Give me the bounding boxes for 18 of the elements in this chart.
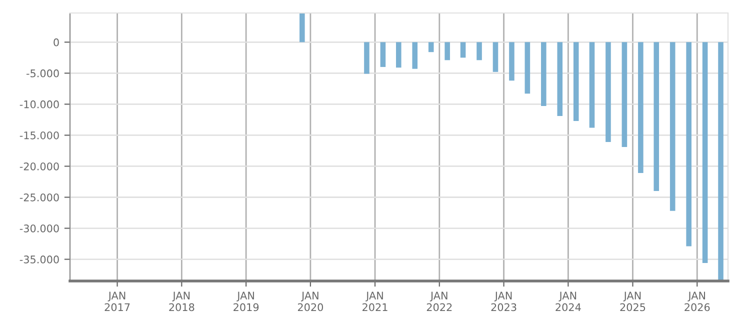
x-tick-label: JAN 2024: [556, 292, 581, 312]
x-tick-label: JAN 2022: [426, 292, 452, 312]
x-tick-label: JAN 2017: [104, 292, 130, 312]
x-tick-label: JAN 2019: [234, 292, 259, 312]
x-tick-label: JAN 2023: [491, 292, 516, 312]
y-tick-label: -35.000: [20, 256, 59, 264]
y-tick-label: -25.000: [20, 193, 59, 202]
y-tick-label: -30.000: [20, 224, 59, 232]
y-tick-label: -15.000: [20, 131, 59, 140]
x-tick-label: JAN 2026: [684, 292, 710, 312]
x-tick-label: JAN 2021: [362, 292, 388, 312]
y-tick-label: 0: [54, 38, 59, 46]
y-tick-label: -20.000: [20, 162, 59, 170]
x-tick-label: JAN 2018: [169, 292, 194, 312]
x-tick-label: JAN 2025: [620, 292, 646, 312]
x-tick-label: JAN 2020: [298, 292, 324, 312]
y-tick-label: -10.000: [20, 100, 59, 108]
y-tick-label: -5.000: [26, 69, 59, 78]
